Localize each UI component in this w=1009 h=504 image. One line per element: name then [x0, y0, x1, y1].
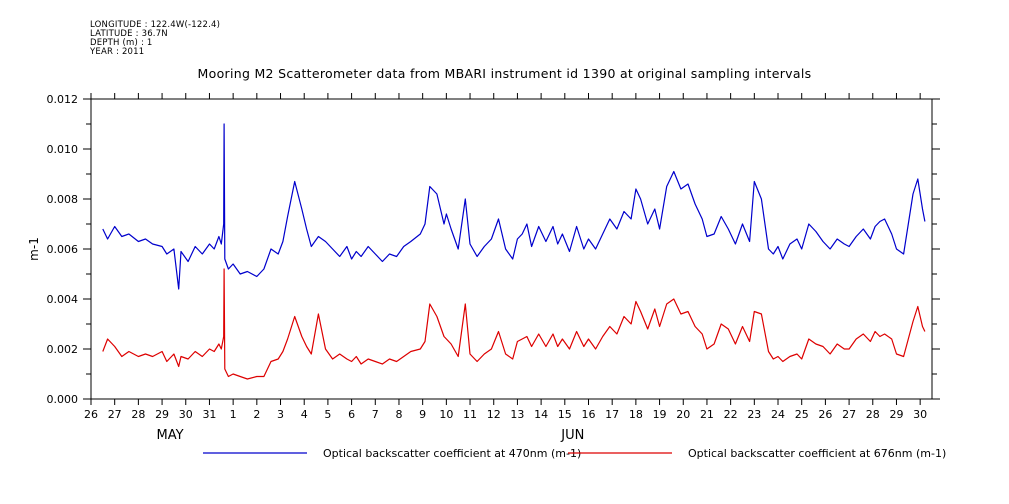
x-tick-label: 21: [700, 408, 714, 421]
x-tick-label: 30: [913, 408, 927, 421]
x-tick-label: 27: [842, 408, 856, 421]
plot-frame: [90, 98, 933, 400]
x-tick-label: 5: [324, 408, 331, 421]
x-tick-label: 31: [202, 408, 216, 421]
y-tick-label: 0.008: [47, 193, 79, 206]
chart-title: Mooring M2 Scatterometer data from MBARI…: [197, 66, 812, 81]
legend-label: Optical backscatter coefficient at 676nm…: [688, 447, 946, 460]
x-tick-label: 22: [724, 408, 738, 421]
x-tick-label: 26: [84, 408, 98, 421]
x-tick-label: 18: [629, 408, 643, 421]
month-label: JUN: [560, 428, 584, 443]
x-tick-label: 4: [301, 408, 308, 421]
x-tick-label: 29: [889, 408, 903, 421]
x-tick-label: 28: [866, 408, 880, 421]
x-tick-label: 7: [372, 408, 379, 421]
y-tick-label: 0.012: [47, 93, 79, 106]
x-tick-label: 17: [605, 408, 619, 421]
x-tick-label: 28: [131, 408, 145, 421]
y-tick-label: 0.000: [47, 393, 79, 406]
x-tick-label: 6: [348, 408, 355, 421]
x-tick-label: 14: [534, 408, 548, 421]
latitude-label: LATITUDE : 36.7N: [90, 29, 168, 39]
x-tick-label: 24: [771, 408, 785, 421]
depth-label: DEPTH (m) : 1: [90, 38, 153, 48]
month-label: MAY: [157, 428, 184, 443]
y-tick-label: 0.004: [47, 293, 79, 306]
x-tick-label: 10: [439, 408, 453, 421]
metadata-block: LONGITUDE : 122.4W(-122.4) LATITUDE : 36…: [90, 21, 220, 57]
series-line-676nm: [102, 268, 926, 380]
x-tick-label: 16: [581, 408, 595, 421]
y-tick-label: 0.002: [47, 343, 79, 356]
x-tick-label: 19: [653, 408, 667, 421]
series-line-470nm: [102, 123, 926, 290]
x-tick-label: 26: [818, 408, 832, 421]
x-tick-label: 8: [395, 408, 402, 421]
year-label: YEAR : 2011: [90, 47, 145, 57]
x-tick-label: 12: [487, 408, 501, 421]
x-tick-label: 30: [179, 408, 193, 421]
y-axis-label: m-1: [27, 237, 41, 261]
x-tick-label: 15: [558, 408, 572, 421]
x-tick-label: 23: [747, 408, 761, 421]
x-tick-label: 29: [155, 408, 169, 421]
x-tick-label: 20: [676, 408, 690, 421]
x-tick-label: 25: [795, 408, 809, 421]
x-tick-label: 2: [253, 408, 260, 421]
y-tick-label: 0.010: [47, 143, 79, 156]
x-tick-label: 27: [108, 408, 122, 421]
x-tick-label: 1: [230, 408, 237, 421]
y-tick-label: 0.006: [47, 243, 79, 256]
longitude-label: LONGITUDE : 122.4W(-122.4): [90, 20, 221, 30]
x-tick-label: 11: [463, 408, 477, 421]
x-tick-label: 9: [419, 408, 426, 421]
x-tick-label: 3: [277, 408, 284, 421]
legend-label: Optical backscatter coefficient at 470nm…: [323, 447, 581, 460]
x-tick-label: 13: [510, 408, 524, 421]
